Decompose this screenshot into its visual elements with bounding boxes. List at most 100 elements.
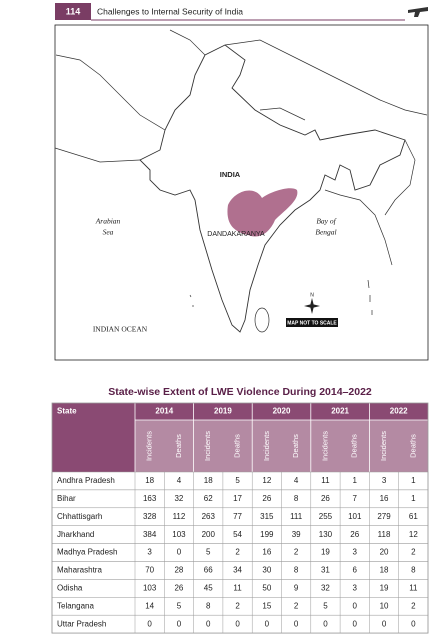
cell-value: 0 <box>294 619 299 628</box>
cell-value: 263 <box>202 512 216 521</box>
cell-value: 103 <box>143 583 157 592</box>
cell-value: 101 <box>348 512 362 521</box>
cell-value: 255 <box>319 512 333 521</box>
running-title: Challenges to Internal Security of India <box>97 6 243 16</box>
cell-value: 2 <box>411 601 416 610</box>
cell-value: 4 <box>177 476 182 485</box>
year-header: 2022 <box>390 407 408 416</box>
map-label: Arabian <box>95 217 121 226</box>
cell-value: 45 <box>204 583 213 592</box>
cell-value: 0 <box>382 619 387 628</box>
cell-value: 8 <box>206 601 211 610</box>
cell-value: 2 <box>294 601 299 610</box>
subheader: Deaths <box>174 434 183 458</box>
cell-value: 0 <box>411 619 416 628</box>
cell-value: 32 <box>321 583 330 592</box>
cell-value: 26 <box>321 494 330 503</box>
subheader: Deaths <box>350 434 359 458</box>
cell-value: 3 <box>147 548 152 557</box>
cell-value: 8 <box>294 494 299 503</box>
state-name: Andhra Pradesh <box>57 476 115 485</box>
compass <box>304 298 320 314</box>
cell-value: 3 <box>353 583 358 592</box>
map-label: Sea <box>103 228 114 237</box>
map-label: Bay of <box>316 217 336 226</box>
cell-value: 118 <box>378 530 391 539</box>
cell-value: 130 <box>319 530 333 539</box>
subheader: Deaths <box>291 434 300 458</box>
subheader: Deaths <box>233 434 242 458</box>
row <box>51 597 429 616</box>
cell-value: 163 <box>143 494 157 503</box>
cell-value: 32 <box>174 494 183 503</box>
cell-value: 2 <box>294 548 299 557</box>
cell-value: 5 <box>323 601 328 610</box>
cell-value: 0 <box>177 619 182 628</box>
cell-value: 20 <box>380 548 389 557</box>
map-label: INDIA <box>220 170 241 179</box>
header-text: State <box>57 407 77 416</box>
header-cell <box>135 420 428 472</box>
cell-value: 315 <box>260 512 274 521</box>
cell-value: 70 <box>145 566 154 575</box>
cell-value: 199 <box>260 530 274 539</box>
state-name: Maharashtra <box>57 566 102 575</box>
cell-value: 34 <box>233 566 242 575</box>
year-header: 2019 <box>214 407 232 416</box>
cell-value: 279 <box>377 512 391 521</box>
cell-value: 0 <box>323 619 328 628</box>
scale-note-box <box>286 318 338 327</box>
map-label: Bengal <box>315 228 336 237</box>
map-label: INDIAN OCEAN <box>93 325 148 334</box>
state-name: Telangana <box>57 601 94 610</box>
cell-value: 54 <box>233 530 242 539</box>
cell-value: 12 <box>262 476 271 485</box>
cell-value: 103 <box>172 530 186 539</box>
dandakaranya-region <box>227 188 298 237</box>
cell-value: 18 <box>204 476 213 485</box>
cell-value: 26 <box>174 583 183 592</box>
subheader: Incidents <box>262 431 271 461</box>
map-label: DANDAKARANYA <box>207 231 265 238</box>
cell-value: 18 <box>380 566 389 575</box>
cell-value: 112 <box>173 512 186 521</box>
cell-value: 0 <box>177 548 182 557</box>
cell-value: 50 <box>262 583 271 592</box>
cell-value: 31 <box>321 566 330 575</box>
cell-value: 7 <box>353 494 358 503</box>
cell-value: 19 <box>380 583 389 592</box>
state-name: Uttar Pradesh <box>57 619 106 628</box>
cell-value: 3 <box>353 548 358 557</box>
subheader: Incidents <box>203 431 212 461</box>
cell-value: 77 <box>233 512 242 521</box>
year-header: 2020 <box>273 407 291 416</box>
cell-value: 0 <box>353 601 358 610</box>
cell-value: 2 <box>235 548 240 557</box>
cell-value: 61 <box>409 512 418 521</box>
cell-value: 3 <box>382 476 387 485</box>
cell-value: 17 <box>233 494 242 503</box>
cell-value: 39 <box>292 530 301 539</box>
cell-value: 11 <box>409 583 418 592</box>
state-name: Chhattisgarh <box>57 512 102 521</box>
cell-value: 11 <box>321 476 330 485</box>
cell-value: 26 <box>350 530 359 539</box>
subheader: Incidents <box>320 431 329 461</box>
subheader: Deaths <box>408 434 417 458</box>
cell-value: 15 <box>262 601 271 610</box>
row <box>51 614 429 634</box>
cell-value: 111 <box>290 512 303 521</box>
state-name: Bihar <box>57 494 76 503</box>
table-title: State-wise Extent of LWE Violence During… <box>108 386 372 398</box>
subheader: Incidents <box>145 431 154 461</box>
table-frame <box>51 402 429 634</box>
cell-value: 11 <box>233 583 242 592</box>
gun-icon <box>408 7 428 17</box>
cell-value: 8 <box>411 566 416 575</box>
cell-value: 9 <box>294 583 299 592</box>
cell-value: 14 <box>145 601 154 610</box>
cell-value: 0 <box>206 619 211 628</box>
cell-value: 0 <box>353 619 358 628</box>
cell-value: 4 <box>294 476 299 485</box>
